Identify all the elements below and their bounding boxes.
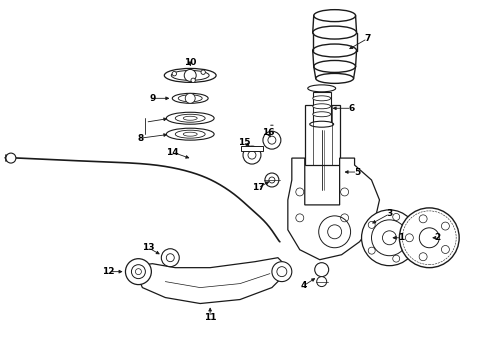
Ellipse shape bbox=[314, 10, 356, 22]
Circle shape bbox=[362, 210, 417, 266]
Polygon shape bbox=[241, 146, 263, 151]
Circle shape bbox=[185, 93, 195, 103]
Circle shape bbox=[243, 146, 261, 164]
Ellipse shape bbox=[164, 68, 216, 82]
Ellipse shape bbox=[313, 112, 331, 117]
Text: 5: 5 bbox=[354, 167, 361, 176]
Polygon shape bbox=[313, 92, 331, 122]
Text: 17: 17 bbox=[252, 184, 264, 193]
Ellipse shape bbox=[316, 73, 354, 84]
Ellipse shape bbox=[166, 112, 214, 124]
Polygon shape bbox=[135, 258, 290, 303]
Text: 7: 7 bbox=[365, 34, 371, 43]
Ellipse shape bbox=[313, 96, 331, 101]
Text: 6: 6 bbox=[348, 104, 355, 113]
Text: 10: 10 bbox=[184, 58, 196, 67]
Circle shape bbox=[201, 70, 205, 75]
Circle shape bbox=[191, 78, 196, 82]
Ellipse shape bbox=[314, 60, 356, 72]
Circle shape bbox=[399, 208, 459, 268]
Polygon shape bbox=[288, 158, 379, 260]
Text: 9: 9 bbox=[149, 94, 155, 103]
Text: 12: 12 bbox=[102, 267, 115, 276]
Circle shape bbox=[315, 263, 329, 276]
Circle shape bbox=[161, 249, 179, 267]
Text: 1: 1 bbox=[398, 233, 405, 242]
Circle shape bbox=[263, 131, 281, 149]
Text: 2: 2 bbox=[434, 233, 441, 242]
Circle shape bbox=[265, 173, 279, 187]
Circle shape bbox=[317, 276, 327, 287]
Ellipse shape bbox=[172, 93, 208, 103]
Text: 13: 13 bbox=[142, 243, 155, 252]
Text: 15: 15 bbox=[238, 138, 250, 147]
Text: 4: 4 bbox=[300, 281, 307, 290]
Circle shape bbox=[272, 262, 292, 282]
Text: 14: 14 bbox=[166, 148, 178, 157]
Circle shape bbox=[184, 69, 196, 81]
Circle shape bbox=[125, 259, 151, 285]
Ellipse shape bbox=[308, 85, 336, 92]
Ellipse shape bbox=[310, 121, 334, 127]
Text: 8: 8 bbox=[137, 134, 144, 143]
Circle shape bbox=[6, 153, 16, 163]
Text: 11: 11 bbox=[204, 313, 217, 322]
Polygon shape bbox=[305, 105, 340, 165]
Circle shape bbox=[172, 72, 176, 76]
Ellipse shape bbox=[313, 44, 357, 57]
Ellipse shape bbox=[313, 26, 357, 39]
Ellipse shape bbox=[166, 128, 214, 140]
Text: 3: 3 bbox=[386, 210, 392, 219]
Ellipse shape bbox=[313, 104, 331, 109]
Text: 16: 16 bbox=[262, 128, 274, 137]
